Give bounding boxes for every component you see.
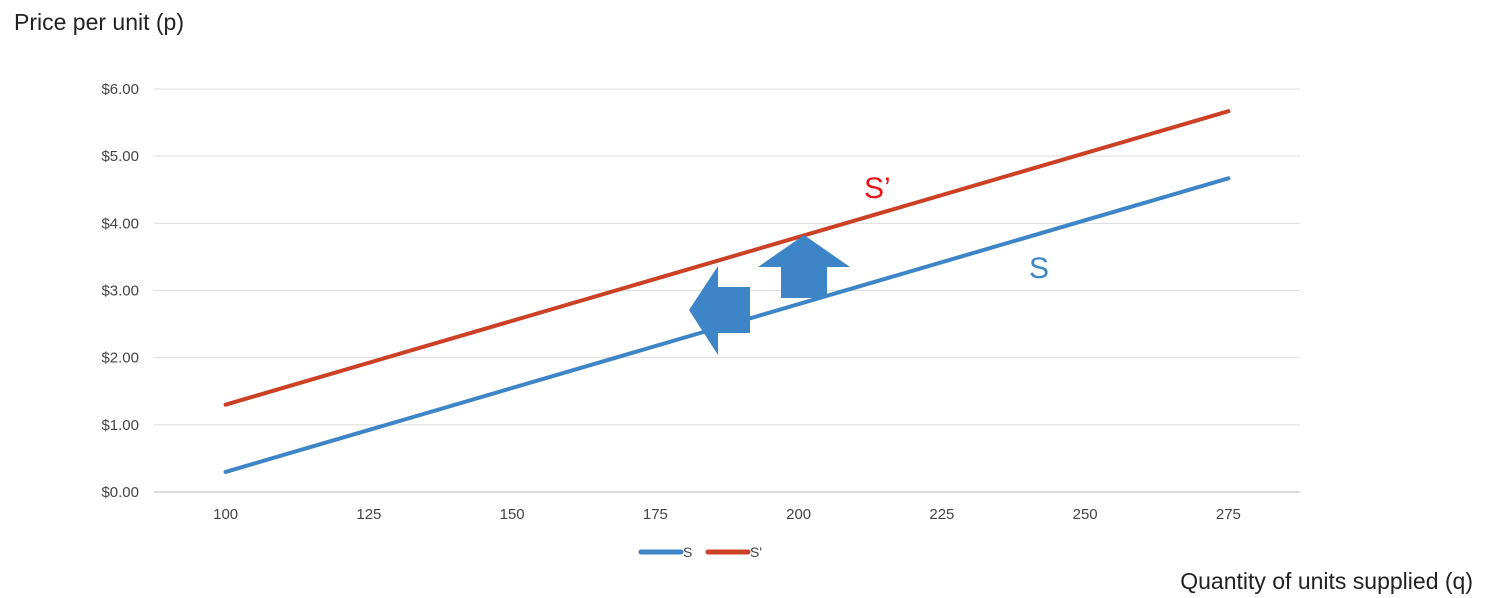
x-axis-ticks: 100 125 150 175 200 225 250 275 bbox=[213, 506, 1241, 523]
x-tick-label: 250 bbox=[1073, 506, 1098, 523]
x-tick-label: 200 bbox=[786, 506, 811, 523]
x-tick-label: 100 bbox=[213, 506, 238, 523]
y-axis-ticks: $0.00 $1.00 $2.00 $3.00 $4.00 $5.00 $6.00 bbox=[101, 81, 139, 501]
up-arrow-icon bbox=[758, 235, 850, 298]
y-tick-label: $0.00 bbox=[101, 484, 139, 501]
series-annotations: S’ S bbox=[864, 172, 1049, 285]
x-tick-label: 175 bbox=[643, 506, 668, 523]
y-axis-title: Price per unit (p) bbox=[14, 9, 184, 35]
y-tick-label: $2.00 bbox=[101, 350, 139, 367]
x-tick-label: 150 bbox=[500, 506, 525, 523]
y-tick-label: $5.00 bbox=[101, 148, 139, 165]
x-axis-title: Quantity of units supplied (q) bbox=[1180, 568, 1473, 594]
x-tick-label: 125 bbox=[356, 506, 381, 523]
s-annotation: S bbox=[1029, 252, 1049, 285]
y-tick-label: $1.00 bbox=[101, 417, 139, 434]
legend-label: S bbox=[683, 544, 692, 560]
legend-label: S' bbox=[750, 544, 762, 560]
y-tick-label: $3.00 bbox=[101, 283, 139, 300]
y-tick-label: $4.00 bbox=[101, 215, 139, 232]
left-arrow-icon bbox=[689, 266, 750, 355]
shift-arrows bbox=[689, 235, 850, 355]
x-tick-label: 225 bbox=[929, 506, 954, 523]
x-tick-label: 275 bbox=[1216, 506, 1241, 523]
y-tick-label: $6.00 bbox=[101, 81, 139, 98]
s-prime-annotation: S’ bbox=[864, 172, 891, 205]
series-line-s-prime bbox=[223, 109, 1231, 407]
gridlines bbox=[154, 88, 1300, 493]
legend: S S' bbox=[638, 544, 762, 560]
